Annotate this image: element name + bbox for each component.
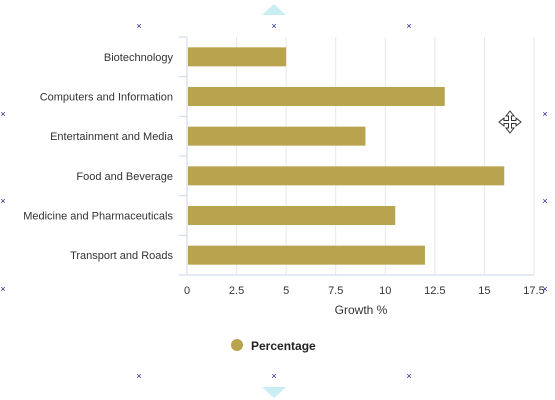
resize-handle-icon[interactable]: × (136, 371, 141, 381)
x-tick-label: 12.5 (424, 285, 445, 297)
category-labels: Biotechnology Computers and Information En… (23, 52, 174, 262)
bar[interactable] (188, 126, 366, 146)
x-tick-label: 5 (283, 285, 289, 297)
bar-series[interactable] (188, 47, 505, 265)
category-label: Medicine and Pharmaceuticals (23, 211, 173, 223)
bar[interactable] (188, 166, 505, 186)
x-tick-label: 7.5 (328, 285, 343, 297)
resize-handle-icon[interactable]: × (0, 284, 5, 294)
resize-arrow-down-icon[interactable] (262, 387, 286, 398)
resize-arrow-up-icon[interactable] (262, 4, 286, 15)
x-tick-label: 17.5 (523, 285, 544, 297)
bar[interactable] (188, 245, 425, 265)
resize-handle-icon[interactable]: × (406, 21, 411, 31)
x-tick-label: 15 (478, 285, 490, 297)
resize-handle-icon[interactable]: × (271, 371, 276, 381)
axes (179, 36, 534, 276)
resize-handle-icon[interactable]: × (0, 196, 5, 206)
bar[interactable] (188, 47, 287, 67)
category-label: Food and Beverage (76, 171, 173, 183)
resize-handle-icon[interactable]: × (271, 21, 276, 31)
x-tick-label: 10 (379, 285, 391, 297)
move-cursor-icon[interactable] (498, 110, 522, 134)
legend-marker[interactable] (231, 339, 243, 351)
resize-handles[interactable]: × × × × × × × × × × × × (0, 21, 547, 381)
resize-handle-icon[interactable]: × (406, 371, 411, 381)
resize-handle-icon[interactable]: × (136, 21, 141, 31)
x-tick-labels: 0 2.5 5 7.5 10 12.5 15 17.5 (184, 285, 545, 297)
resize-handle-icon[interactable]: × (542, 196, 547, 206)
resize-handle-icon[interactable]: × (0, 109, 5, 119)
grid-lines (236, 37, 535, 275)
x-tick-label: 2.5 (229, 285, 244, 297)
legend[interactable]: Percentage (231, 339, 316, 353)
x-axis-title: Growth % (335, 303, 388, 317)
bar[interactable] (188, 87, 445, 106)
x-tick-label: 0 (184, 285, 190, 297)
category-label: Biotechnology (104, 52, 174, 64)
bar[interactable] (188, 206, 396, 225)
resize-handle-icon[interactable]: × (542, 109, 547, 119)
legend-label[interactable]: Percentage (251, 339, 316, 353)
category-label: Computers and Information (40, 92, 173, 104)
category-label: Entertainment and Media (50, 131, 174, 143)
resize-handle-icon[interactable]: × (542, 284, 547, 294)
category-label: Transport and Roads (70, 250, 173, 262)
